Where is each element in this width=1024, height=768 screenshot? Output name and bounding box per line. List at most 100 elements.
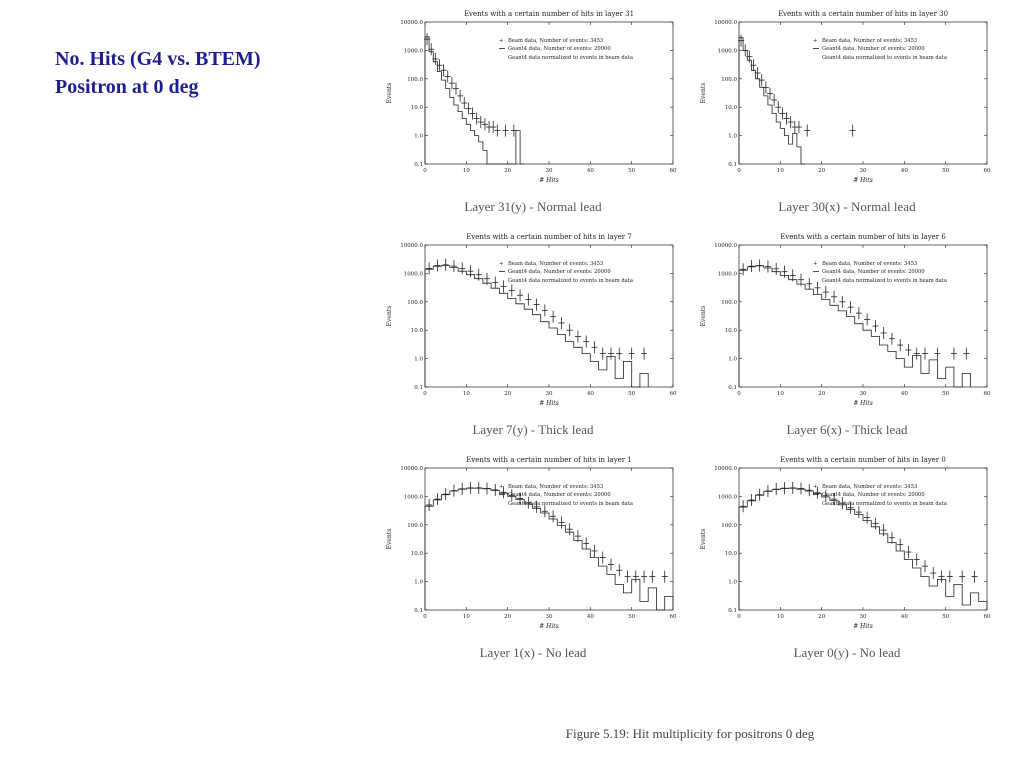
y-tick-label: 1000.0 bbox=[718, 48, 738, 54]
x-tick-label: 20 bbox=[818, 168, 825, 174]
y-tick-label: 10.0 bbox=[411, 551, 424, 557]
x-tick-label: 0 bbox=[423, 168, 427, 174]
y-tick-label: 1000.0 bbox=[404, 271, 424, 277]
chart-title: Events with a certain number of hits in … bbox=[466, 456, 632, 464]
x-tick-label: 30 bbox=[546, 614, 553, 620]
x-tick-label: 0 bbox=[423, 391, 427, 397]
beam-data-points bbox=[740, 481, 978, 583]
y-axis-label: Events bbox=[700, 83, 707, 104]
chart-cell: Events with a certain number of hits in … bbox=[697, 6, 997, 215]
chart-canvas: Events with a certain number of hits in … bbox=[697, 6, 997, 198]
legend-note: Geant4 data normalized to events in beam… bbox=[508, 278, 633, 284]
chart-canvas: Events with a certain number of hits in … bbox=[697, 229, 997, 421]
y-tick-label: 10000.0 bbox=[714, 466, 737, 472]
legend-beam-label: Beam data, Number of events: 3453 bbox=[508, 38, 603, 44]
x-tick-label: 0 bbox=[737, 614, 741, 620]
x-tick-label: 60 bbox=[670, 614, 677, 620]
y-tick-label: 1000.0 bbox=[718, 271, 738, 277]
legend-beam-marker: + bbox=[499, 38, 503, 44]
x-tick-label: 40 bbox=[901, 168, 908, 174]
x-tick-label: 50 bbox=[628, 391, 635, 397]
x-tick-label: 50 bbox=[628, 614, 635, 620]
y-tick-label: 10000.0 bbox=[400, 20, 423, 26]
legend-geant4-label: Geant4 data, Number of events: 20000 bbox=[508, 492, 611, 498]
beam-data-points bbox=[738, 34, 856, 137]
y-tick-label: 0.1 bbox=[728, 162, 737, 168]
x-tick-label: 50 bbox=[942, 614, 949, 620]
y-tick-label: 1.0 bbox=[414, 134, 423, 140]
x-tick-label: 40 bbox=[901, 614, 908, 620]
legend-beam-label: Beam data, Number of events: 3453 bbox=[508, 484, 603, 490]
x-tick-label: 0 bbox=[737, 168, 741, 174]
x-tick-label: 40 bbox=[587, 168, 594, 174]
y-axis-label: Events bbox=[700, 306, 707, 327]
y-tick-label: 1.0 bbox=[414, 580, 423, 586]
chart-canvas: Events with a certain number of hits in … bbox=[383, 6, 683, 198]
y-tick-label: 1000.0 bbox=[404, 48, 424, 54]
geant4-histogram bbox=[738, 37, 806, 165]
legend-geant4-label: Geant4 data, Number of events: 20000 bbox=[508, 46, 611, 52]
chart-canvas: Events with a certain number of hits in … bbox=[383, 452, 683, 644]
slide-title-line1: No. Hits (G4 vs. BTEM) bbox=[55, 48, 261, 70]
x-tick-label: 10 bbox=[777, 614, 784, 620]
y-tick-label: 100.0 bbox=[721, 77, 737, 83]
chart-canvas: Events with a certain number of hits in … bbox=[383, 229, 683, 421]
x-tick-label: 10 bbox=[463, 614, 470, 620]
slide-title-line2: Positron at 0 deg bbox=[55, 76, 199, 98]
legend-beam-label: Beam data, Number of events: 3453 bbox=[508, 261, 603, 267]
legend-beam-marker: + bbox=[499, 484, 503, 490]
chart-caption: Layer 7(y) - Thick lead bbox=[472, 422, 594, 437]
y-tick-label: 10.0 bbox=[725, 551, 738, 557]
chart-title: Events with a certain number of hits in … bbox=[778, 10, 948, 18]
x-tick-label: 20 bbox=[818, 614, 825, 620]
legend-geant4-label: Geant4 data, Number of events: 20000 bbox=[822, 492, 925, 498]
y-axis-label: Events bbox=[700, 529, 707, 550]
legend-note: Geant4 data normalized to events in beam… bbox=[822, 501, 947, 507]
legend-beam-marker: + bbox=[499, 261, 503, 267]
x-tick-label: 60 bbox=[670, 391, 677, 397]
beam-data-points bbox=[740, 259, 970, 360]
legend-beam-label: Beam data, Number of events: 3453 bbox=[822, 484, 917, 490]
y-tick-label: 100.0 bbox=[407, 523, 423, 529]
chart-canvas: Events with a certain number of hits in … bbox=[697, 452, 997, 644]
x-axis-label: # Hits bbox=[853, 623, 873, 630]
chart-caption: Layer 0(y) - No lead bbox=[793, 645, 901, 660]
legend-geant4-label: Geant4 data, Number of events: 20000 bbox=[508, 269, 611, 275]
y-tick-label: 0.1 bbox=[728, 608, 737, 614]
y-tick-label: 10.0 bbox=[725, 328, 738, 334]
x-tick-label: 10 bbox=[463, 168, 470, 174]
y-tick-label: 10000.0 bbox=[714, 20, 737, 26]
legend-note: Geant4 data normalized to events in beam… bbox=[822, 278, 947, 284]
beam-data-points bbox=[426, 258, 648, 360]
x-tick-label: 40 bbox=[587, 614, 594, 620]
legend-beam-marker: + bbox=[813, 261, 817, 267]
y-tick-label: 0.1 bbox=[414, 608, 423, 614]
x-tick-label: 50 bbox=[942, 391, 949, 397]
chart-title: Events with a certain number of hits in … bbox=[780, 233, 946, 241]
geant4-histogram bbox=[424, 265, 649, 388]
chart-title: Events with a certain number of hits in … bbox=[466, 233, 632, 241]
legend-note: Geant4 data normalized to events in beam… bbox=[508, 501, 633, 507]
y-tick-label: 100.0 bbox=[721, 300, 737, 306]
y-tick-label: 10.0 bbox=[411, 105, 424, 111]
y-tick-label: 1000.0 bbox=[718, 494, 738, 500]
x-tick-label: 50 bbox=[628, 168, 635, 174]
chart-cell: Events with a certain number of hits in … bbox=[697, 229, 997, 438]
x-tick-label: 10 bbox=[463, 391, 470, 397]
chart-cell: Events with a certain number of hits in … bbox=[697, 452, 997, 661]
y-tick-label: 100.0 bbox=[407, 77, 423, 83]
x-tick-label: 10 bbox=[777, 168, 784, 174]
y-tick-label: 0.1 bbox=[414, 162, 423, 168]
legend-note: Geant4 data normalized to events in beam… bbox=[822, 55, 947, 61]
y-tick-label: 1.0 bbox=[728, 134, 737, 140]
legend-geant4-label: Geant4 data, Number of events: 20000 bbox=[822, 46, 925, 52]
x-tick-label: 60 bbox=[984, 168, 991, 174]
y-axis-label: Events bbox=[386, 529, 393, 550]
y-tick-label: 1.0 bbox=[414, 357, 423, 363]
chart-caption: Layer 6(x) - Thick lead bbox=[786, 422, 908, 437]
y-tick-label: 10000.0 bbox=[400, 466, 423, 472]
x-tick-label: 50 bbox=[942, 168, 949, 174]
x-tick-label: 10 bbox=[777, 391, 784, 397]
y-tick-label: 10000.0 bbox=[400, 243, 423, 249]
x-axis-label: # Hits bbox=[853, 177, 873, 184]
